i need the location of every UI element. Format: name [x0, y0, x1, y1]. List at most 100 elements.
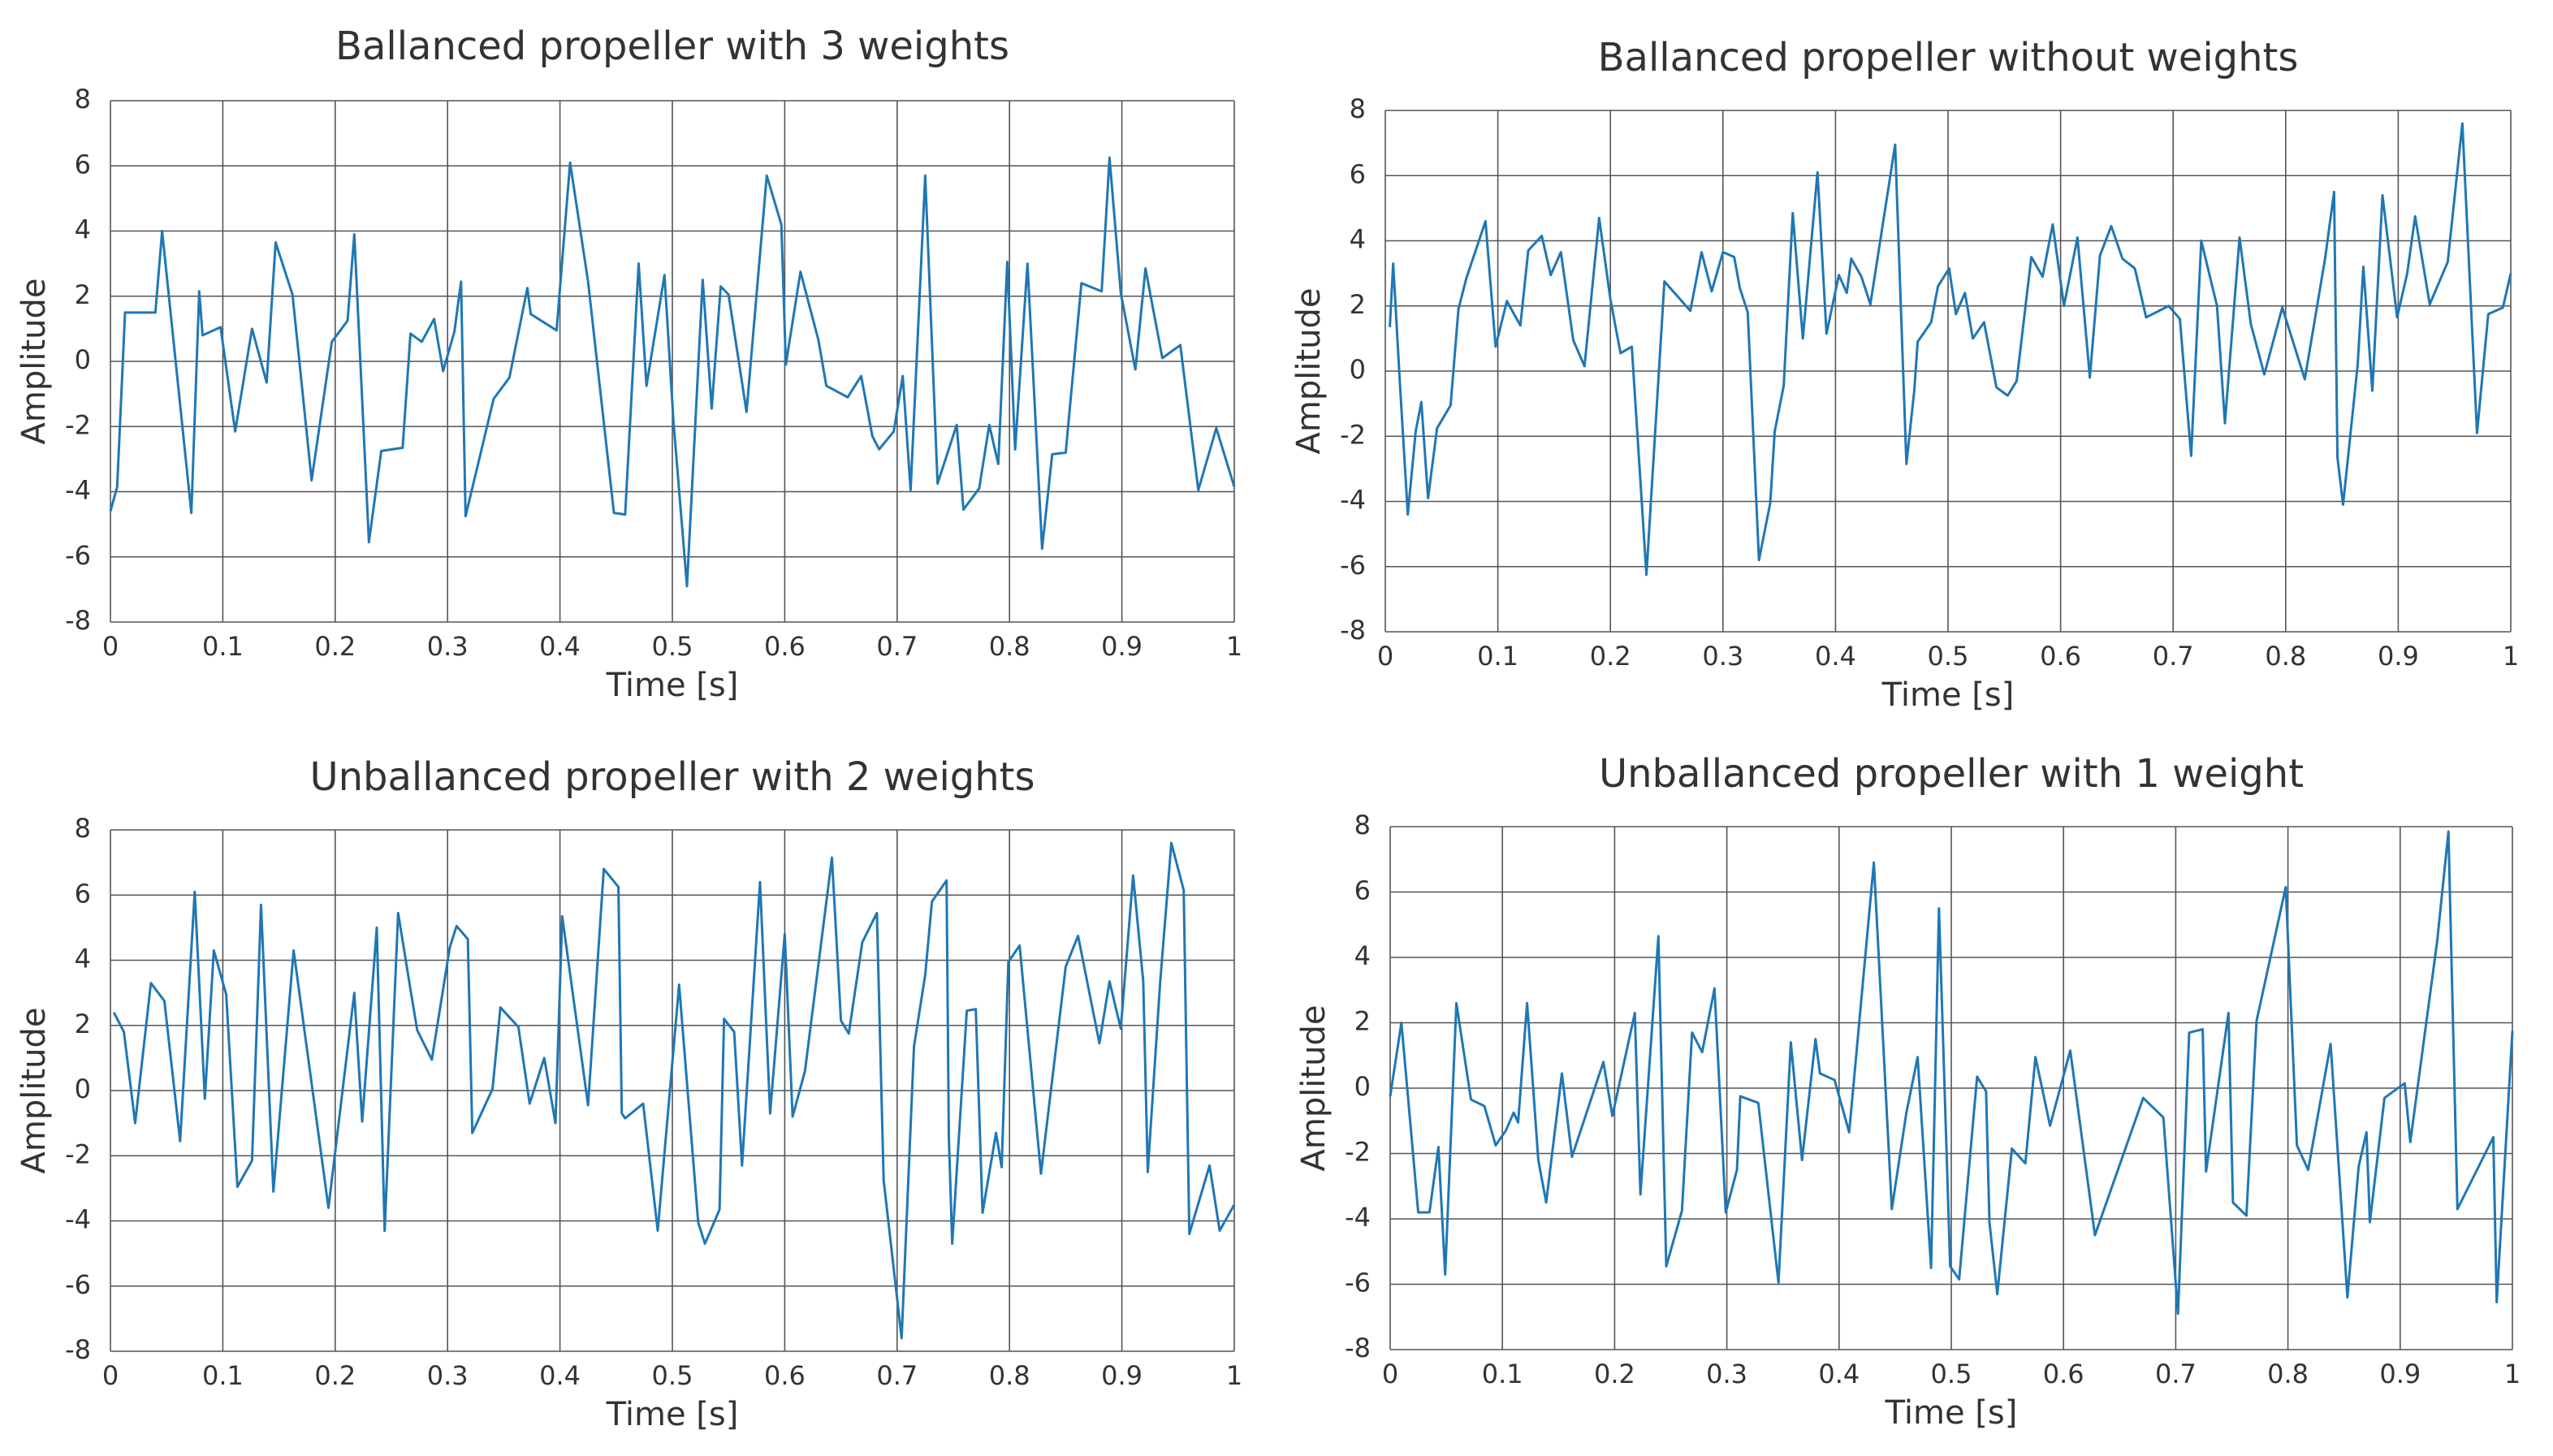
x-tick-label: 0.6 [764, 1360, 806, 1391]
x-tick-label: 0.1 [1482, 1359, 1523, 1389]
y-tick-label: -2 [1340, 419, 1366, 450]
x-tick-label: 0.2 [314, 1360, 356, 1391]
x-tick-label: 0.1 [202, 1360, 244, 1391]
x-tick-label: 0 [1382, 1359, 1398, 1389]
x-tick-label: 0.5 [652, 1360, 693, 1391]
y-tick-label: 0 [75, 344, 91, 375]
y-tick-label: -8 [65, 605, 91, 636]
subplot-title: Unballanced propeller with 1 weight [1599, 751, 2304, 797]
y-tick-label: -2 [65, 1138, 91, 1169]
y-tick-label: 8 [1354, 810, 1371, 840]
y-tick-label: 0 [75, 1074, 91, 1104]
y-axis-label: Amplitude [15, 1008, 53, 1174]
y-tick-label: 4 [1354, 940, 1371, 971]
subplot: 0 0.1 0.2 0.3 0.4 0.5 0.6 0.7 0.8 0.9 1 -8 -6 -4 -2 0 2 4… [15, 24, 1242, 704]
y-tick-label: 8 [75, 813, 91, 844]
y-tick-label: -4 [65, 475, 91, 506]
y-tick-label: 4 [75, 944, 91, 974]
y-tick-label: -6 [65, 1269, 91, 1300]
x-tick-label: 0.3 [427, 631, 469, 662]
x-tick-label: 0.4 [1815, 641, 1856, 672]
subplot-title: Ballanced propeller without weights [1598, 35, 2299, 80]
x-tick-label: 0.3 [1702, 641, 1743, 672]
y-tick-label: -4 [1340, 485, 1366, 516]
y-tick-label: 4 [75, 214, 91, 245]
x-tick-label: 0.4 [539, 631, 581, 662]
y-tick-label: -8 [65, 1334, 91, 1365]
x-tick-label: 0.3 [427, 1360, 469, 1391]
y-tick-label: -4 [1345, 1202, 1371, 1233]
x-tick-label: 0.9 [1101, 631, 1143, 662]
subplot: 0 0.1 0.2 0.3 0.4 0.5 0.6 0.7 0.8 0.9 1 -8 -6 -4 -2 0 2 4… [1295, 751, 2521, 1432]
y-tick-label: -8 [1340, 615, 1366, 646]
x-axis-label: Time [s] [606, 1396, 739, 1433]
x-tick-label: 0.7 [876, 631, 918, 662]
x-tick-label: 0.9 [2378, 641, 2419, 672]
signal-line [1389, 122, 2512, 577]
x-tick-label: 0.7 [2155, 1359, 2197, 1389]
y-tick-label: -6 [1345, 1268, 1371, 1298]
x-axis-label: Time [s] [606, 667, 739, 704]
y-tick-label: -6 [65, 540, 91, 571]
x-tick-label: 0.4 [1818, 1359, 1860, 1389]
y-tick-label: 6 [1354, 875, 1371, 906]
x-tick-label: 0.9 [1101, 1360, 1143, 1391]
x-tick-label: 0.8 [989, 631, 1030, 662]
y-tick-label: 8 [75, 84, 91, 114]
y-tick-label: 2 [75, 1009, 91, 1039]
y-axis-label: Amplitude [1295, 1005, 1333, 1172]
y-tick-label: -6 [1340, 550, 1366, 581]
x-tick-label: 0 [102, 1360, 119, 1391]
signal-line [109, 156, 1236, 588]
x-tick-label: 0.8 [2265, 641, 2306, 672]
y-tick-label: 0 [1354, 1071, 1371, 1102]
y-tick-label: 2 [1350, 289, 1366, 320]
subplot: 0 0.1 0.2 0.3 0.4 0.5 0.6 0.7 0.8 0.9 1 -8 -6 -4 -2 0 2 4… [1290, 35, 2519, 714]
x-tick-label: 0 [1377, 641, 1393, 672]
y-tick-label: 6 [1350, 158, 1366, 189]
y-axis-label: Amplitude [1290, 288, 1328, 455]
signal-line [1389, 830, 2514, 1316]
y-tick-label: 2 [75, 279, 91, 310]
y-tick-label: 6 [75, 878, 91, 909]
x-tick-label: 0.4 [539, 1360, 581, 1391]
x-tick-label: 0.7 [2153, 641, 2194, 672]
x-tick-label: 0.2 [314, 631, 356, 662]
y-tick-label: 6 [75, 149, 91, 179]
x-tick-label: 0.2 [1590, 641, 1631, 672]
x-tick-label: 1 [1226, 631, 1242, 662]
x-axis-label: Time [s] [1881, 676, 2015, 714]
y-tick-label: 2 [1354, 1006, 1371, 1037]
x-tick-label: 0.5 [1928, 641, 1969, 672]
x-axis-label: Time [s] [1885, 1394, 2018, 1432]
x-tick-label: 1 [2503, 641, 2519, 672]
x-tick-label: 0.1 [202, 631, 244, 662]
x-tick-label: 0.8 [2267, 1359, 2309, 1389]
y-tick-label: -2 [65, 409, 91, 440]
subplot-title: Unballanced propeller with 2 weights [309, 754, 1035, 800]
y-axis-label: Amplitude [15, 279, 53, 445]
x-tick-label: 0.9 [2379, 1359, 2421, 1389]
x-tick-label: 0.6 [2043, 1359, 2084, 1389]
x-tick-label: 1 [2504, 1359, 2521, 1389]
signal-line [112, 841, 1236, 1340]
x-tick-label: 0.2 [1594, 1359, 1635, 1389]
x-tick-label: 0.3 [1706, 1359, 1747, 1389]
x-tick-label: 0.5 [652, 631, 693, 662]
y-tick-label: 4 [1350, 224, 1366, 255]
x-tick-label: 0.8 [989, 1360, 1030, 1391]
subplot: 0 0.1 0.2 0.3 0.4 0.5 0.6 0.7 0.8 0.9 1 -8 -6 -4 -2 0 2 4… [15, 754, 1242, 1433]
y-tick-label: -8 [1345, 1333, 1371, 1363]
x-tick-label: 0.1 [1477, 641, 1518, 672]
x-tick-label: 0.6 [764, 631, 806, 662]
x-tick-label: 0.5 [1931, 1359, 1972, 1389]
y-tick-label: -4 [65, 1204, 91, 1235]
subplot-title: Ballanced propeller with 3 weights [335, 24, 1009, 69]
x-tick-label: 1 [1226, 1360, 1242, 1391]
y-tick-label: 8 [1350, 93, 1366, 124]
y-tick-label: -2 [1345, 1137, 1371, 1168]
x-tick-label: 0 [102, 631, 119, 662]
y-tick-label: 0 [1350, 354, 1366, 385]
